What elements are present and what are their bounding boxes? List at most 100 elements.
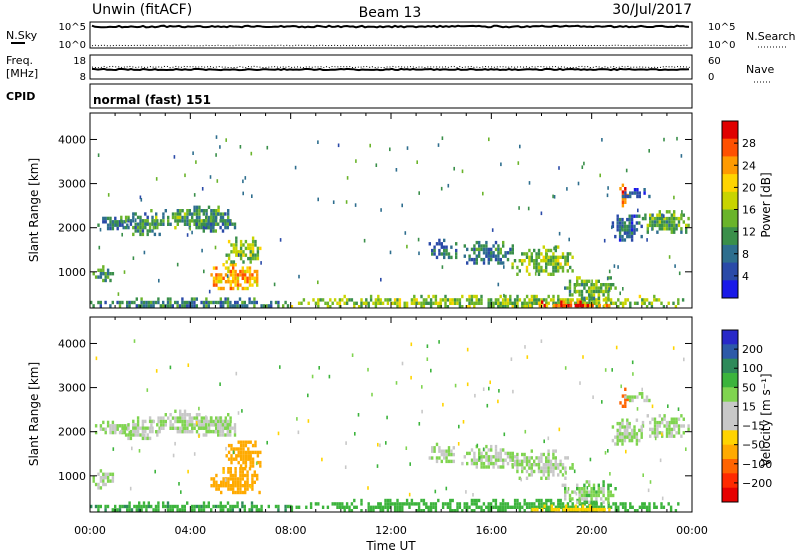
cell xyxy=(360,502,363,506)
cell xyxy=(533,248,536,253)
cell xyxy=(528,463,531,467)
cell xyxy=(465,505,469,509)
nsearch-ytick-top: 10^5 xyxy=(708,22,735,33)
cell xyxy=(447,183,450,188)
cell xyxy=(504,458,507,462)
cell xyxy=(353,305,356,309)
cell xyxy=(157,419,160,424)
cell xyxy=(673,227,676,231)
cell xyxy=(595,305,598,309)
cell xyxy=(633,214,636,218)
cell xyxy=(453,509,457,513)
cell xyxy=(624,505,627,509)
cell xyxy=(525,265,529,270)
cell xyxy=(607,505,610,509)
cell xyxy=(176,508,179,512)
cell xyxy=(212,219,215,223)
cell xyxy=(209,229,213,233)
cell xyxy=(221,429,225,434)
cell xyxy=(227,470,230,474)
cell xyxy=(450,245,453,249)
cell xyxy=(166,304,170,308)
cell xyxy=(557,298,560,302)
cell xyxy=(591,303,594,308)
cell xyxy=(171,215,175,220)
cell xyxy=(443,456,446,460)
cell xyxy=(502,240,505,245)
cell xyxy=(389,250,392,255)
cell xyxy=(600,490,603,494)
cell xyxy=(628,435,631,439)
cell xyxy=(611,425,615,429)
cell xyxy=(309,505,313,509)
cell xyxy=(136,433,140,437)
cell xyxy=(595,505,598,509)
cell xyxy=(207,215,211,220)
cell xyxy=(114,427,117,431)
cell xyxy=(523,452,526,457)
cell xyxy=(169,426,172,430)
cell xyxy=(253,480,256,484)
cell xyxy=(138,501,141,505)
cell xyxy=(380,277,382,282)
cell xyxy=(147,501,150,505)
cell xyxy=(498,389,500,393)
cell xyxy=(258,490,261,495)
cell xyxy=(236,504,239,509)
ytick-label: 1000 xyxy=(58,266,86,279)
cell xyxy=(646,227,649,231)
cell xyxy=(485,505,488,509)
cell xyxy=(485,247,488,252)
cell xyxy=(398,298,402,302)
cell xyxy=(239,477,242,481)
cell xyxy=(338,305,342,309)
cell xyxy=(186,233,189,237)
cell xyxy=(552,469,555,474)
cell xyxy=(224,416,227,420)
cell xyxy=(499,301,502,305)
cell xyxy=(250,300,254,305)
cell xyxy=(193,297,196,301)
cell xyxy=(345,502,349,506)
cell xyxy=(651,220,654,224)
cell xyxy=(255,461,258,466)
cell xyxy=(236,276,240,280)
cell xyxy=(221,426,225,430)
colorbar-swatch xyxy=(722,459,738,474)
cell xyxy=(647,488,650,493)
cell xyxy=(217,429,220,434)
cell xyxy=(525,459,529,463)
cell xyxy=(553,303,556,308)
cell xyxy=(198,434,200,438)
cell xyxy=(256,253,260,257)
cell xyxy=(643,502,646,506)
cell xyxy=(612,493,615,498)
cell xyxy=(162,212,165,216)
cell xyxy=(381,509,385,513)
ytick-label: 3000 xyxy=(58,382,86,395)
cell xyxy=(174,226,177,230)
cell xyxy=(626,228,629,232)
cell xyxy=(191,430,194,434)
cell xyxy=(122,225,125,230)
cell xyxy=(626,194,629,199)
cell xyxy=(157,416,160,420)
cell xyxy=(533,507,537,512)
cell xyxy=(554,255,557,259)
cell xyxy=(624,404,627,408)
cell xyxy=(646,230,649,234)
cell xyxy=(589,504,592,508)
cell xyxy=(590,500,593,504)
cell xyxy=(225,260,228,264)
cell xyxy=(360,305,363,309)
cell xyxy=(511,301,514,305)
cell xyxy=(497,247,500,252)
cell xyxy=(648,149,650,153)
cell xyxy=(528,502,531,506)
cell xyxy=(528,262,531,266)
cell xyxy=(226,222,229,226)
cell xyxy=(251,283,254,287)
cell xyxy=(535,505,538,509)
cell xyxy=(260,304,263,308)
cell xyxy=(504,451,507,456)
